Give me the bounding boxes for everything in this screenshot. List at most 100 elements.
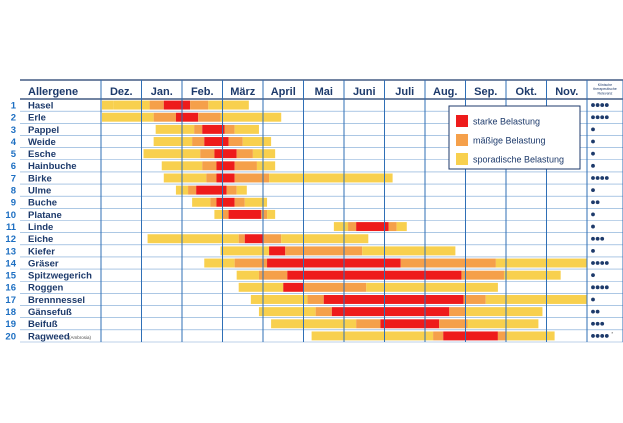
bar-segment-strong bbox=[216, 161, 235, 171]
month-label-9: Aug. bbox=[433, 86, 457, 98]
bar-segment-strong bbox=[269, 246, 286, 256]
bar-segment-sporadic bbox=[192, 197, 211, 207]
bar-segment-strong bbox=[267, 258, 401, 268]
bar-segment-moderate bbox=[388, 222, 397, 232]
relevance-dot bbox=[591, 321, 595, 326]
month-label-7: Juni bbox=[353, 86, 376, 98]
relevance-dot bbox=[600, 236, 605, 241]
bar-segment-sporadic bbox=[311, 331, 434, 341]
relevance-dot bbox=[600, 261, 605, 265]
bar-segment-moderate bbox=[202, 161, 217, 171]
allergene-header: Allergene bbox=[28, 86, 78, 98]
relevance-dot bbox=[595, 103, 600, 107]
bar-segment-sporadic bbox=[155, 124, 195, 134]
relevance-dot bbox=[600, 285, 605, 290]
bar-segment-strong bbox=[287, 270, 462, 280]
relevance-dot bbox=[600, 115, 605, 120]
allergen-name: Spitzwegerich bbox=[28, 271, 92, 282]
allergen-name: Platane bbox=[28, 210, 62, 221]
relevance-dot bbox=[591, 273, 595, 278]
legend-box bbox=[448, 105, 581, 170]
bar-segment-moderate bbox=[224, 124, 235, 134]
bar-segment-moderate bbox=[188, 185, 197, 195]
relevance-dot bbox=[591, 334, 595, 338]
legend-label-moderate: mäßige Belastung bbox=[473, 136, 546, 146]
bar-segment-strong bbox=[356, 222, 389, 232]
bar-segment-sporadic bbox=[236, 270, 259, 280]
bar-segment-moderate bbox=[461, 270, 504, 280]
bar-segment-sporadic bbox=[256, 161, 276, 171]
row-number: 7 bbox=[11, 173, 16, 184]
relevance-header-line-2: therapeutische bbox=[593, 87, 617, 91]
relevance-dot bbox=[595, 309, 600, 314]
row-number: 5 bbox=[11, 149, 17, 160]
relevance-dot bbox=[591, 163, 595, 168]
bar-segment-strong bbox=[204, 137, 229, 146]
bar-segment-sporadic bbox=[271, 319, 357, 329]
bar-segment-moderate bbox=[200, 149, 215, 159]
month-label-8: Juli bbox=[395, 86, 414, 98]
bar-segment-moderate bbox=[210, 197, 217, 207]
bar-segment-sporadic bbox=[252, 149, 276, 159]
bar-segment-sporadic bbox=[396, 222, 407, 232]
bar-segment-strong bbox=[283, 282, 304, 292]
row-number: 3 bbox=[11, 125, 16, 136]
row-number: 19 bbox=[5, 319, 16, 330]
relevance-dot bbox=[591, 127, 595, 132]
bar-segment-strong bbox=[216, 197, 235, 207]
month-label-2: Jan. bbox=[151, 86, 173, 98]
bar-segment-strong bbox=[331, 307, 450, 317]
relevance-dot bbox=[604, 103, 609, 107]
bar-segment-moderate bbox=[192, 137, 205, 146]
allergen-name: Erle bbox=[28, 113, 46, 124]
month-label-10: Sep. bbox=[474, 86, 497, 98]
bar-segment-moderate bbox=[263, 234, 282, 244]
bar-segment-strong bbox=[202, 124, 225, 134]
relevance-dot bbox=[595, 176, 600, 180]
row-number: 10 bbox=[5, 210, 16, 221]
allergen-name: Esche bbox=[28, 149, 56, 160]
relevance-dot bbox=[591, 115, 595, 120]
bar-segment-sporadic bbox=[102, 112, 154, 122]
bar-segment-sporadic bbox=[485, 295, 587, 304]
bar-segment-sporadic bbox=[362, 246, 456, 256]
relevance-dot bbox=[591, 151, 595, 156]
row-number: 15 bbox=[5, 271, 16, 282]
bar-segment-sporadic bbox=[208, 100, 249, 110]
legend-label-strong: starke Belastung bbox=[473, 117, 540, 127]
bar-segment-sporadic bbox=[238, 282, 284, 292]
month-label-6: Mai bbox=[315, 86, 333, 98]
bar-segment-moderate bbox=[285, 246, 363, 256]
bar-segment-sporadic bbox=[503, 270, 561, 280]
bar-segment-moderate bbox=[234, 258, 268, 268]
row-number: 2 bbox=[11, 113, 16, 124]
bar-segment-moderate bbox=[348, 222, 357, 232]
bar-segment-moderate bbox=[449, 307, 466, 317]
allergen-name: Hainbuche bbox=[28, 161, 77, 172]
bar-segment-strong bbox=[228, 209, 261, 219]
bar-segment-moderate bbox=[228, 137, 243, 146]
bar-segment-sporadic bbox=[234, 124, 259, 134]
bar-segment-sporadic bbox=[244, 197, 268, 207]
bar-segment-moderate bbox=[153, 112, 176, 122]
allergen-name: Weide bbox=[28, 137, 56, 148]
bar-segment-sporadic bbox=[333, 222, 349, 232]
relevance-header-line-1: Klinische bbox=[598, 83, 612, 87]
bar-segment-sporadic bbox=[366, 282, 498, 292]
allergen-name: Brennnessel bbox=[28, 295, 85, 306]
bar-segment-moderate bbox=[433, 331, 444, 341]
relevance-dot bbox=[591, 248, 595, 253]
bar-segment-moderate bbox=[400, 258, 496, 268]
bar-segment-sporadic bbox=[269, 173, 393, 183]
allergen-name: Kiefer bbox=[28, 246, 55, 257]
relevance-footnote-mark: * bbox=[611, 331, 613, 336]
allergen-name: Pappel bbox=[28, 125, 59, 136]
allergen-name: Beifuß bbox=[28, 319, 58, 330]
month-label-12: Nov. bbox=[555, 86, 578, 98]
allergen-name: Hasel bbox=[28, 100, 53, 111]
relevance-dot bbox=[595, 321, 600, 326]
relevance-dot bbox=[604, 115, 609, 120]
bar-segment-moderate bbox=[190, 100, 209, 110]
bar-segment-sporadic bbox=[495, 258, 587, 268]
